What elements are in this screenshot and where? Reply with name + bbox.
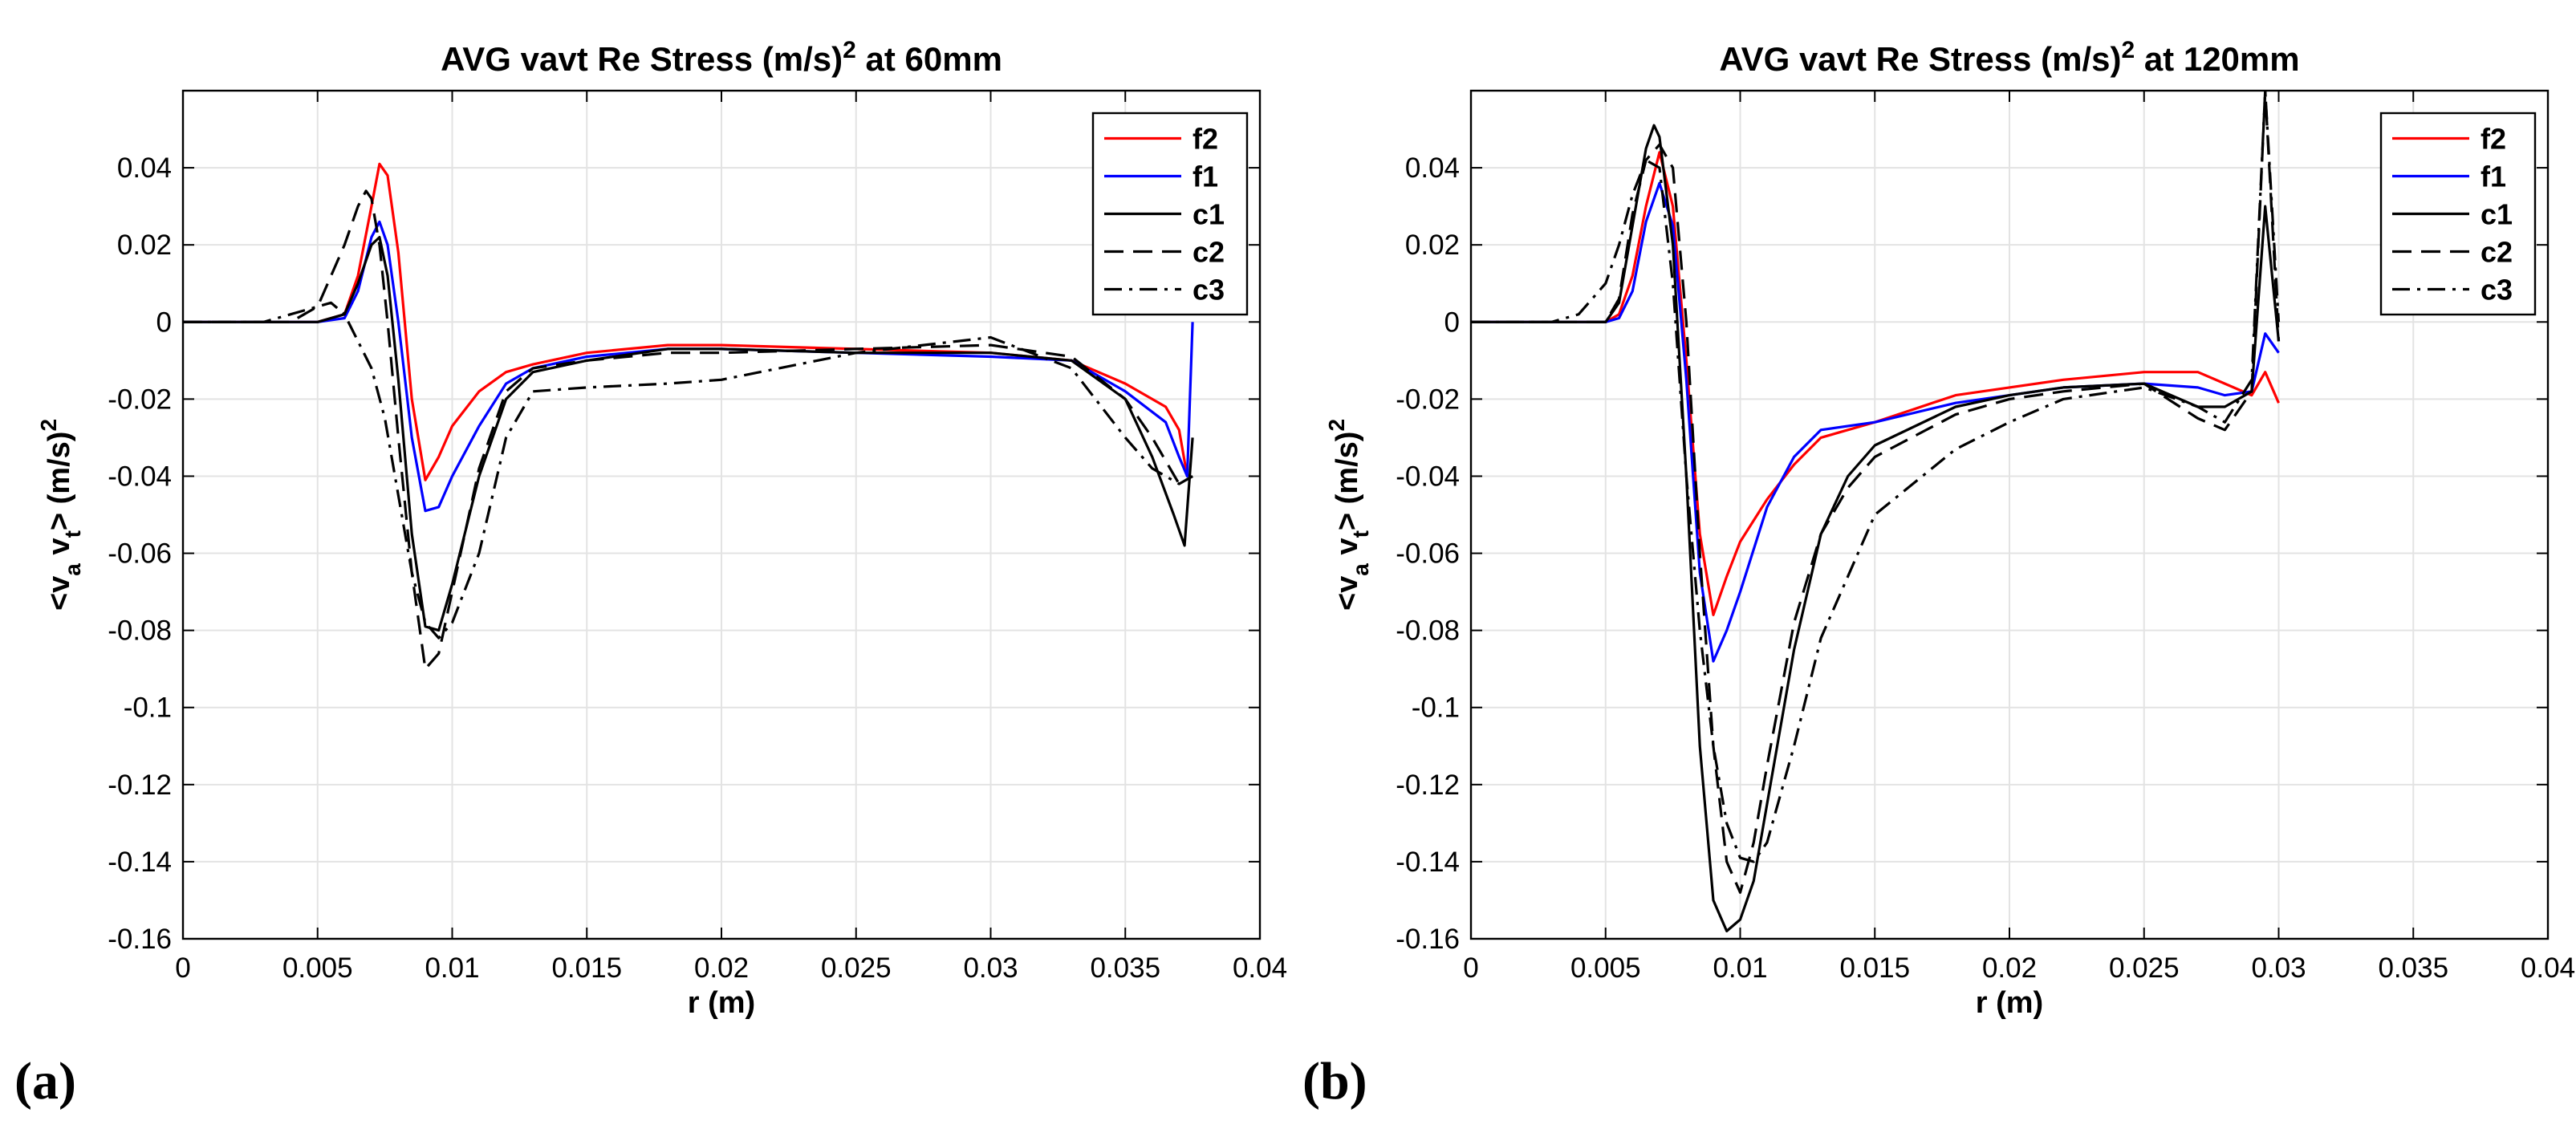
x-tick-label: 0.025 — [821, 952, 892, 984]
x-tick-label: 0.02 — [1982, 952, 2037, 984]
series-line-f2 — [1471, 151, 2280, 617]
subfigure-label-a: (a) — [14, 1052, 76, 1111]
series-line-c1 — [1471, 124, 2281, 933]
x-tick-label: 0 — [1463, 952, 1478, 984]
y-tick-label: 0.02 — [1405, 229, 1460, 261]
y-tick-label: 0.04 — [1405, 152, 1460, 184]
legend-label-f1: f1 — [1193, 160, 1218, 193]
y-tick-label: -0.06 — [1396, 538, 1460, 570]
x-tick-label: 0.03 — [963, 952, 1018, 984]
y-axis-label: <va vt> (m/s)2 — [36, 419, 85, 611]
line-chart-120mm: 0 0.005 0.01 0.015 0.02 0.025 0.03 0.035 0.04 0.0… — [1324, 37, 2575, 1020]
y-tick-label: -0.14 — [108, 847, 172, 878]
y-tick-label: 0 — [156, 307, 172, 338]
y-tick-label: -0.16 — [108, 924, 172, 955]
line-chart-60mm: 0 0.005 0.01 0.015 0.02 0.025 0.03 0.035 0.04 0.0… — [36, 37, 1287, 1020]
legend-label-c3: c3 — [1193, 274, 1225, 307]
x-tick-label: 0 — [175, 952, 190, 984]
legend: f2 f1 c1 c2 c3 — [2379, 112, 2537, 316]
chart-panel-a: 0 0.005 0.01 0.015 0.02 0.025 0.03 0.035 0.04 0.0… — [14, 37, 1287, 1111]
y-tick-label: -0.06 — [108, 538, 172, 570]
y-tick-label: -0.14 — [1396, 847, 1460, 878]
legend-label-c1: c1 — [1193, 198, 1225, 231]
chart-title: AVG vavt Re Stress (m/s)2 at 60mm — [441, 37, 1002, 78]
x-tick-label: 0.03 — [2251, 952, 2306, 984]
y-tick-label: 0.04 — [117, 152, 172, 184]
y-tick-label: -0.08 — [1396, 615, 1460, 647]
x-axis-label: r (m) — [1976, 986, 2043, 1020]
legend-label-f2: f2 — [1193, 123, 1218, 156]
legend-label-c1: c1 — [2481, 198, 2513, 231]
x-tick-label: 0.01 — [1713, 952, 1767, 984]
x-tick-label: 0.04 — [2521, 952, 2575, 984]
x-tick-label: 0.015 — [551, 952, 622, 984]
x-tick-label: 0.035 — [2378, 952, 2448, 984]
chart-title: AVG vavt Re Stress (m/s)2 at 120mm — [1719, 37, 2299, 78]
x-tick-label: 0.005 — [1570, 952, 1641, 984]
x-tick-label: 0.005 — [282, 952, 353, 984]
legend: f2 f1 c1 c2 c3 — [1091, 112, 1249, 316]
legend-label-c2: c2 — [2481, 236, 2513, 269]
y-tick-label: -0.1 — [1412, 692, 1460, 724]
y-tick-label: 0.02 — [117, 229, 172, 261]
x-axis-label: r (m) — [688, 986, 755, 1020]
chart-panel-b: 0 0.005 0.01 0.015 0.02 0.025 0.03 0.035 0.04 0.0… — [1288, 0, 2576, 1141]
x-tick-label: 0.02 — [694, 952, 749, 984]
y-tick-label: -0.02 — [1396, 384, 1460, 415]
series-line-c2 — [1471, 91, 2281, 894]
legend-label-f1: f1 — [2481, 160, 2506, 193]
x-tick-label: 0.025 — [2109, 952, 2180, 984]
series-line-c3 — [183, 301, 1193, 640]
subfigure-label-b: (b) — [1302, 1052, 1367, 1111]
y-tick-label: -0.12 — [108, 769, 172, 801]
x-tick-label: 0.035 — [1090, 952, 1160, 984]
x-tick-label: 0.015 — [1839, 952, 1910, 984]
y-axis-label: <va vt> (m/s)2 — [1324, 419, 1373, 611]
y-tick-label: -0.04 — [108, 461, 172, 492]
y-tick-label: -0.04 — [1396, 461, 1460, 492]
x-tick-label: 0.04 — [1233, 952, 1287, 984]
series-line-f1 — [183, 220, 1194, 513]
legend-label-c2: c2 — [1193, 236, 1225, 269]
y-tick-label: -0.1 — [124, 692, 172, 724]
y-tick-label: -0.16 — [1396, 924, 1460, 955]
y-tick-label: -0.12 — [1396, 769, 1460, 801]
x-tick-label: 0.01 — [425, 952, 479, 984]
series-line-c1 — [183, 236, 1194, 632]
series-line-c2 — [183, 189, 1193, 671]
legend-label-c3: c3 — [2481, 274, 2513, 307]
series-line-c3 — [1471, 91, 2281, 863]
y-tick-label: -0.02 — [108, 384, 172, 415]
legend-label-f2: f2 — [2481, 123, 2506, 156]
y-tick-label: 0 — [1444, 307, 1460, 338]
series-line-f1 — [1471, 181, 2280, 663]
y-tick-label: -0.08 — [108, 615, 172, 647]
